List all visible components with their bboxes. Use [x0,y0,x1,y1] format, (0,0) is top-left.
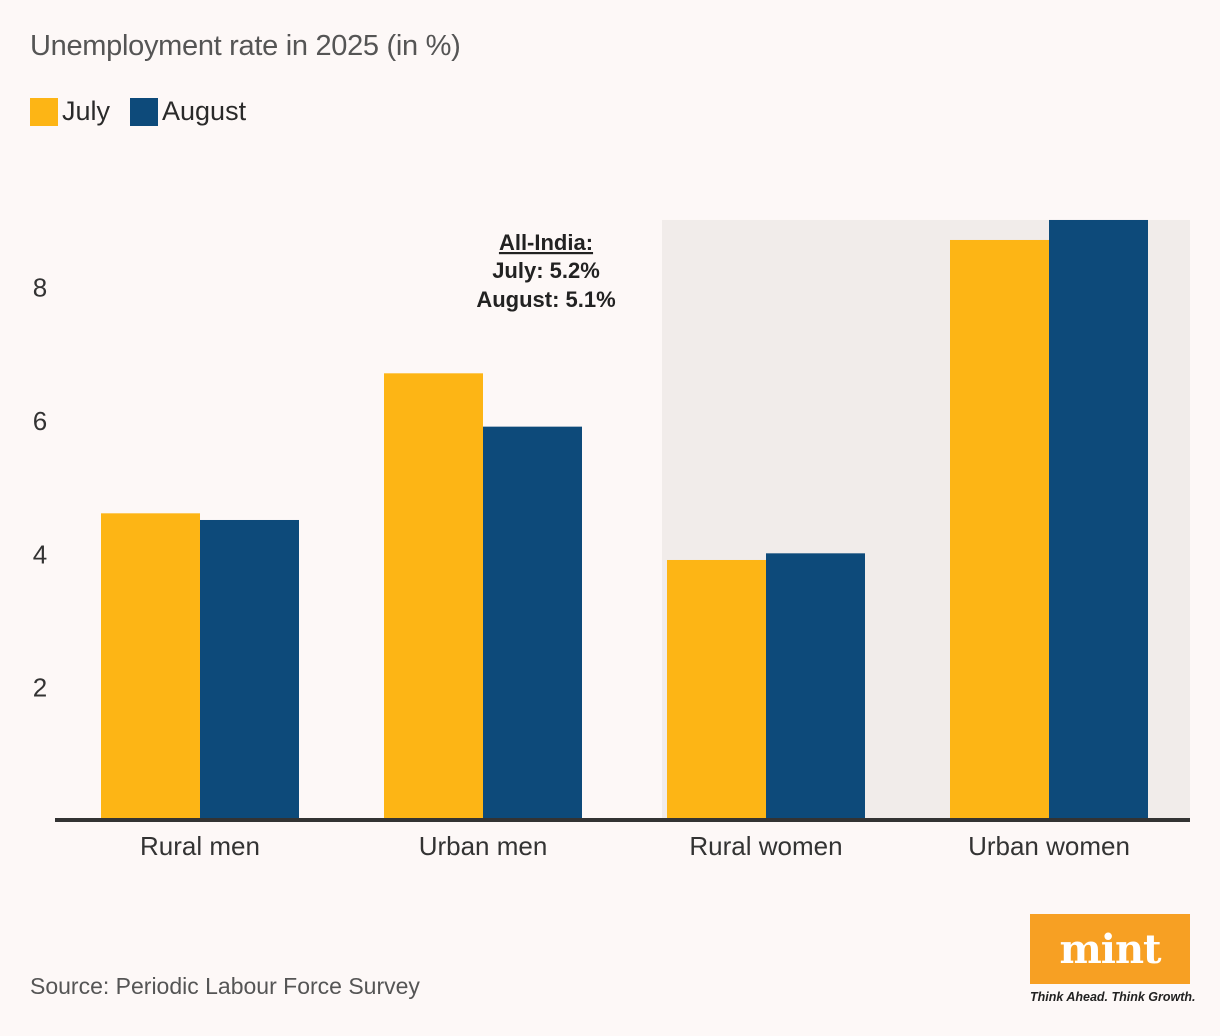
legend-swatch-august [130,97,159,126]
x-tick-label: Rural men [140,831,260,861]
bar-urban-women-august [1049,219,1148,821]
y-tick-label: 4 [33,539,47,569]
mint-logo: mint [1030,914,1190,984]
bar-urban-men-july [384,373,483,820]
source-note: Source: Periodic Labour Force Survey [30,973,420,999]
annotation-july: July: 5.2% [492,258,600,283]
annotation-august: August: 5.1% [476,287,615,312]
bar-rural-men-august [200,519,299,820]
bar-rural-men-july [101,513,200,820]
annotation-heading: All-India: [499,230,593,255]
logo-tagline: Think Ahead. Think Growth. [1030,990,1196,1004]
all-india-annotation: All-India: July: 5.2% August: 5.1% [476,230,615,312]
y-tick-label: 6 [33,406,47,436]
legend-swatch-july [30,97,58,126]
x-tick-label: Rural women [689,831,842,861]
bar-urban-women-july [950,239,1049,820]
bar-rural-women-august [766,553,865,820]
x-tick-label: Urban women [968,831,1130,861]
y-tick-label: 8 [33,273,47,303]
chart-title: Unemployment rate in 2025 (in %) [30,30,461,62]
legend-label-august: August [162,96,247,126]
x-tick-label: Urban men [419,831,548,861]
y-tick-label: 2 [33,673,47,703]
legend-item-august: August [130,96,246,127]
logo-text: mint [1059,925,1161,973]
legend: July August [30,96,266,127]
legend-label-july: July [62,96,111,126]
bar-rural-women-july [667,559,766,820]
bar-urban-men-august [483,426,582,820]
legend-item-july: July [30,96,110,127]
